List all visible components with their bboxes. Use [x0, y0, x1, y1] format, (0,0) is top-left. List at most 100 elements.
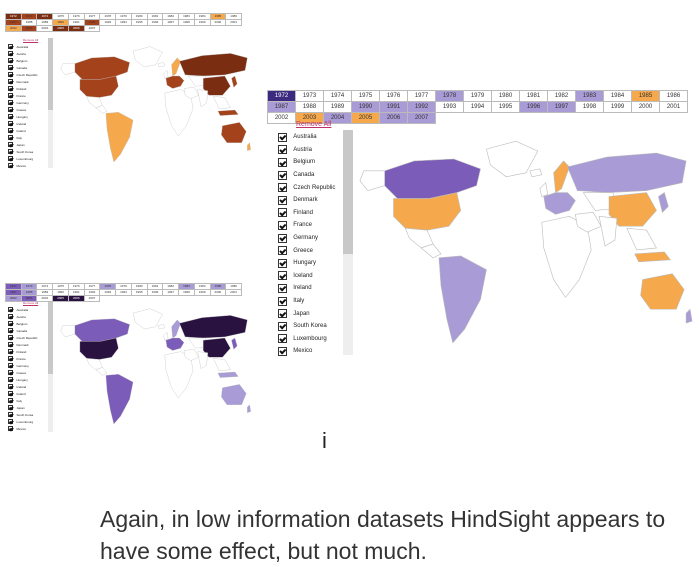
country-checkbox[interactable] — [278, 271, 287, 281]
country-row-greece[interactable]: Greece — [8, 369, 50, 376]
country-shape-india[interactable] — [598, 215, 618, 247]
year-cell-1995[interactable]: 1995 — [491, 101, 520, 113]
country-row-mexico[interactable]: Mexico — [8, 162, 50, 169]
country-row-belgium[interactable]: Belgium — [8, 57, 50, 64]
country-row-germany[interactable]: Germany — [8, 99, 50, 106]
year-cell-2004[interactable]: 2004 — [323, 112, 352, 124]
country-row-france[interactable]: France — [8, 92, 50, 99]
country-row-czech-republic[interactable]: Czech Republic — [8, 334, 50, 341]
country-shape-southeast-asia[interactable] — [213, 96, 231, 110]
country-checkbox[interactable] — [8, 93, 13, 98]
country-checkbox[interactable] — [8, 412, 13, 417]
country-row-canada[interactable]: Canada — [8, 64, 50, 71]
country-checkbox[interactable] — [8, 128, 13, 133]
country-row-south-korea[interactable]: South Korea — [278, 320, 356, 333]
country-shape-uk[interactable] — [163, 332, 169, 341]
country-shape-uk[interactable] — [539, 182, 549, 197]
country-row-luxembourg[interactable]: Luxembourg — [278, 333, 356, 346]
country-shape-scandinavia[interactable] — [171, 319, 181, 339]
country-shape-middle-east[interactable] — [183, 87, 199, 99]
country-row-finland[interactable]: Finland — [278, 207, 356, 220]
year-cell-1995[interactable]: 1995 — [130, 19, 148, 26]
country-shape-australia[interactable] — [640, 273, 685, 310]
year-cell-1994[interactable]: 1994 — [115, 289, 132, 296]
country-shape-greenland[interactable] — [132, 46, 163, 68]
year-cell-2007[interactable]: 2007 — [407, 112, 436, 124]
country-row-japan[interactable]: Japan — [278, 307, 356, 320]
country-checkbox[interactable] — [8, 370, 13, 375]
year-cell-1996[interactable]: 1996 — [146, 289, 164, 296]
year-cell-1995[interactable]: 1995 — [130, 289, 148, 296]
country-shape-south-america[interactable] — [438, 255, 487, 344]
country-shape-china[interactable] — [608, 192, 657, 227]
year-cell-1996[interactable]: 1996 — [519, 101, 548, 113]
year-cell-1999[interactable]: 1999 — [193, 289, 211, 296]
country-shape-new-zealand[interactable] — [247, 142, 251, 151]
country-shape-australia[interactable] — [221, 384, 247, 405]
remove-all-link[interactable]: Remove All — [23, 301, 39, 305]
country-checkbox[interactable] — [8, 335, 13, 340]
country-checkbox[interactable] — [278, 195, 287, 205]
country-shape-africa[interactable] — [541, 216, 592, 298]
country-shape-middle-east[interactable] — [575, 212, 602, 233]
country-shape-iceland[interactable] — [529, 168, 543, 178]
country-row-germany[interactable]: Germany — [278, 232, 356, 245]
country-row-australia[interactable]: Australia — [278, 131, 356, 144]
country-shape-greenland[interactable] — [132, 308, 163, 330]
country-checkbox[interactable] — [278, 246, 287, 256]
year-cell-2002[interactable]: 2002 — [267, 112, 296, 124]
country-row-hungary[interactable]: Hungary — [8, 376, 50, 383]
country-shape-canada[interactable] — [74, 318, 130, 342]
country-shape-central-america[interactable] — [420, 243, 442, 259]
remove-all-link[interactable]: Remove All — [296, 121, 332, 128]
country-row-mexico[interactable]: Mexico — [8, 425, 50, 432]
country-checkbox[interactable] — [8, 121, 13, 126]
year-cell-2005[interactable]: 2005 — [52, 25, 69, 32]
country-row-iceland[interactable]: Iceland — [8, 383, 50, 390]
country-row-canada[interactable]: Canada — [8, 327, 50, 334]
country-checkbox[interactable] — [8, 377, 13, 382]
country-checkbox[interactable] — [278, 170, 287, 180]
country-row-czech-republic[interactable]: Czech Republic — [278, 181, 356, 194]
country-shape-korea-japan[interactable] — [658, 192, 669, 213]
year-cell-1994[interactable]: 1994 — [463, 101, 492, 113]
year-cell-2001[interactable]: 2001 — [225, 289, 242, 296]
country-checkbox[interactable] — [8, 405, 13, 410]
country-checkbox[interactable] — [8, 307, 13, 312]
country-shape-korea-japan[interactable] — [231, 337, 238, 350]
country-shape-canada[interactable] — [384, 158, 481, 199]
country-shape-new-zealand[interactable] — [685, 308, 693, 324]
year-cell-1994[interactable]: 1994 — [115, 19, 132, 26]
country-checkbox[interactable] — [8, 321, 13, 326]
country-checkbox[interactable] — [8, 426, 13, 431]
country-list-scrollbar[interactable] — [48, 302, 53, 432]
country-shape-russia[interactable] — [179, 315, 248, 339]
country-shape-india[interactable] — [197, 89, 208, 107]
country-shape-new-zealand[interactable] — [247, 404, 251, 413]
country-checkbox[interactable] — [8, 349, 13, 354]
country-checkbox[interactable] — [278, 233, 287, 243]
country-checkbox[interactable] — [278, 132, 287, 142]
country-checkbox[interactable] — [278, 258, 287, 268]
country-row-south-korea[interactable]: South Korea — [8, 148, 50, 155]
country-row-italy[interactable]: Italy — [278, 295, 356, 308]
country-list-scrollbar[interactable] — [48, 38, 53, 168]
year-cell-2005[interactable]: 2005 — [351, 112, 380, 124]
year-cell-1998[interactable]: 1998 — [575, 101, 604, 113]
country-shape-iceland[interactable] — [157, 324, 165, 330]
year-cell-1998[interactable]: 1998 — [178, 289, 195, 296]
country-checkbox[interactable] — [8, 398, 13, 403]
country-row-denmark[interactable]: Denmark — [8, 78, 50, 85]
country-shape-india[interactable] — [197, 351, 208, 369]
country-checkbox[interactable] — [8, 107, 13, 112]
country-shape-europe[interactable] — [165, 75, 185, 89]
country-checkbox[interactable] — [278, 145, 287, 155]
country-checkbox[interactable] — [8, 314, 13, 319]
country-shape-africa[interactable] — [164, 89, 194, 137]
country-row-france[interactable]: France — [8, 355, 50, 362]
country-checkbox[interactable] — [8, 65, 13, 70]
country-shape-russia[interactable] — [567, 152, 687, 193]
country-shape-usa[interactable] — [79, 337, 119, 360]
year-cell-2000[interactable]: 2000 — [209, 19, 227, 26]
country-checkbox[interactable] — [8, 356, 13, 361]
